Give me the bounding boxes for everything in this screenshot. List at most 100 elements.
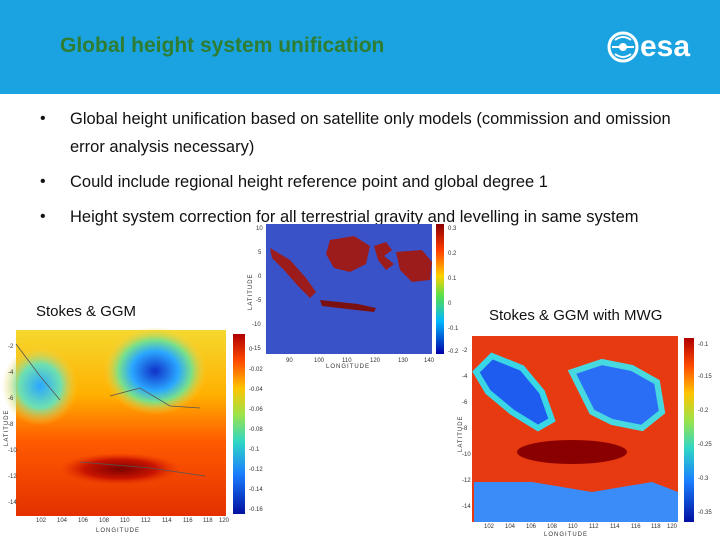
top-map-sumatra xyxy=(270,248,316,298)
tick-label: 0 xyxy=(258,274,262,280)
tick-label: -5 xyxy=(256,298,262,304)
top-map-colorbar xyxy=(436,224,444,354)
bullet-item: Global height unification based on satel… xyxy=(40,105,680,161)
tick-label: -14 xyxy=(462,504,471,510)
tick-label: 106 xyxy=(526,524,537,530)
tick-label: -2 xyxy=(462,348,468,354)
tick-label: -4 xyxy=(462,374,468,380)
tick-label: -14 xyxy=(8,500,17,506)
left-map-figure: 0 -0.02 -0.04 -0.06 -0.08 -0.1 -0.12 -0.… xyxy=(2,327,263,534)
tick-label: 110 xyxy=(568,524,578,530)
right-map-cyan-east-rim xyxy=(567,358,666,432)
tick-label: 102 xyxy=(484,524,495,530)
left-map-y-axis-title: LATITUDE xyxy=(4,409,10,446)
right-map-cyan-west-rim xyxy=(472,352,556,432)
tick-label: -0.04 xyxy=(249,387,263,393)
tick-label: -0.02 xyxy=(249,367,263,373)
left-figure-label: Stokes & GGM xyxy=(36,303,137,320)
tick-label: 102 xyxy=(36,518,47,524)
esa-logo: esa xyxy=(606,30,706,64)
right-map-y-ticks: -2 -4 -6 -8 -10 -12 -14 xyxy=(462,348,471,510)
tick-label: 112 xyxy=(589,524,599,530)
right-map-colorbar xyxy=(684,338,694,522)
tick-label: -0.1 xyxy=(249,447,260,453)
tick-label: -10 xyxy=(252,322,261,328)
left-map-blue-anomaly xyxy=(103,327,207,415)
tick-label: 0.1 xyxy=(448,276,457,282)
tick-label: 5 xyxy=(258,250,262,256)
tick-label: 118 xyxy=(651,524,661,530)
top-map-sulawesi xyxy=(374,242,394,270)
tick-label: 120 xyxy=(370,358,381,364)
tick-label: 100 xyxy=(314,358,325,364)
right-map-x-ticks: 102 104 106 108 110 112 114 116 118 120 xyxy=(484,524,678,530)
tick-label: -0.06 xyxy=(249,407,263,413)
tick-label: 104 xyxy=(505,524,516,530)
right-map-y-axis-title: LATITUDE xyxy=(458,415,464,452)
tick-label: -15 xyxy=(252,346,261,352)
top-map-x-axis-title: LONGITUDE xyxy=(326,364,370,370)
tick-label: 90 xyxy=(286,358,293,364)
top-map-colorbar-ticks: 0.3 0.2 0.1 0 -0.1 -0.2 xyxy=(448,226,459,355)
tick-label: -0.3 xyxy=(698,476,709,482)
tick-label: 130 xyxy=(398,358,409,364)
tick-label: 108 xyxy=(547,524,558,530)
tick-label: -8 xyxy=(462,426,468,432)
tick-label: 108 xyxy=(99,518,110,524)
tick-label: -0.2 xyxy=(448,349,459,355)
left-map-cyan-anomaly xyxy=(2,346,78,426)
right-map-blue-south xyxy=(474,482,678,522)
top-map-y-ticks: 10 5 0 -5 -10 -15 xyxy=(252,226,263,352)
tick-label: 112 xyxy=(141,518,151,524)
tick-label: -0.25 xyxy=(698,442,712,448)
right-map-colorbar-ticks: -0.1 -0.15 -0.2 -0.25 -0.3 -0.35 xyxy=(698,342,712,516)
tick-label: 114 xyxy=(162,518,172,524)
tick-label: 0.3 xyxy=(448,226,457,232)
tick-label: -6 xyxy=(8,396,14,402)
right-map-x-axis-title: LONGITUDE xyxy=(544,532,588,538)
right-map-dark-anomaly xyxy=(517,440,627,464)
top-map-papua xyxy=(396,250,432,282)
top-map-java xyxy=(320,300,376,312)
tick-label: -6 xyxy=(462,400,468,406)
tick-label: -0.14 xyxy=(249,487,263,493)
tick-label: 104 xyxy=(57,518,68,524)
tick-label: -0.2 xyxy=(698,408,709,414)
tick-label: -0.1 xyxy=(698,342,709,348)
top-map-y-axis-title: LATITUDE xyxy=(248,273,254,310)
tick-label: 0 xyxy=(249,347,253,353)
left-map-colorbar-ticks: 0 -0.02 -0.04 -0.06 -0.08 -0.1 -0.12 -0.… xyxy=(249,347,263,513)
right-map-blue-west xyxy=(476,356,552,428)
tick-label: -0.15 xyxy=(698,374,712,380)
tick-label: 10 xyxy=(256,226,263,232)
tick-label: -0.12 xyxy=(249,467,263,473)
top-map-figure: 90 100 110 120 130 140 10 5 0 -5 -10 -15… xyxy=(248,224,459,370)
tick-label: 114 xyxy=(610,524,620,530)
tick-label: -0.1 xyxy=(448,326,459,332)
slide-title: Global height system unification xyxy=(60,34,385,57)
tick-label: 106 xyxy=(78,518,89,524)
left-map-x-axis-title: LONGITUDE xyxy=(96,528,140,534)
top-map-borneo xyxy=(326,236,370,272)
tick-label: 140 xyxy=(424,358,435,364)
tick-label: -4 xyxy=(8,370,14,376)
tick-label: 120 xyxy=(667,524,678,530)
left-map-colorbar xyxy=(233,334,245,514)
left-map-y-ticks: -2 -4 -6 -8 -10 -12 -14 xyxy=(8,344,17,506)
left-map-x-ticks: 102 104 106 108 110 112 114 116 118 120 xyxy=(36,518,230,524)
tick-label: 118 xyxy=(203,518,213,524)
bullet-list: Global height unification based on satel… xyxy=(40,105,680,238)
header-bar: Global height system unification esa xyxy=(0,0,720,94)
tick-label: -10 xyxy=(8,448,17,454)
tick-label: 120 xyxy=(219,518,230,524)
tick-label: -0.16 xyxy=(249,507,263,513)
tick-label: 116 xyxy=(631,524,641,530)
tick-label: 110 xyxy=(120,518,130,524)
bullet-item: Height system correction for all terrest… xyxy=(40,203,680,231)
left-map-coastline xyxy=(15,343,206,477)
tick-label: -12 xyxy=(462,478,471,484)
esa-globe-icon xyxy=(607,31,639,63)
tick-label: 0 xyxy=(448,301,452,307)
tick-label: -12 xyxy=(8,474,17,480)
esa-logo-text: esa xyxy=(640,30,691,63)
